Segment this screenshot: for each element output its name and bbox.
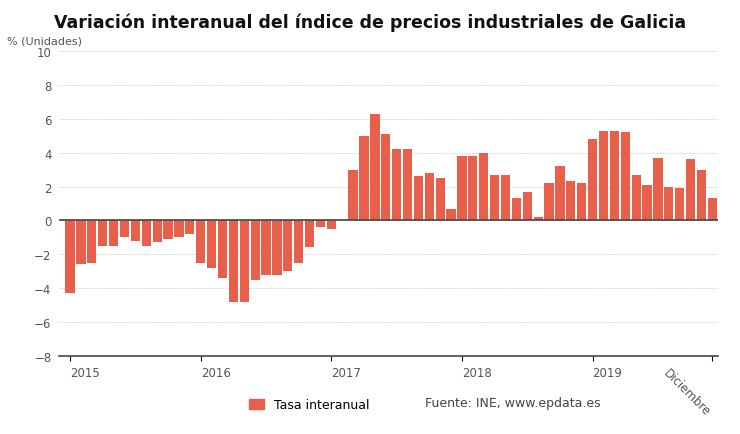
Bar bbox=[686, 160, 695, 221]
Bar bbox=[479, 153, 488, 221]
Bar bbox=[98, 221, 107, 246]
Bar bbox=[175, 221, 184, 238]
Bar bbox=[555, 167, 565, 221]
Bar bbox=[229, 221, 238, 302]
Bar bbox=[599, 132, 608, 221]
Bar bbox=[283, 221, 292, 272]
Bar bbox=[697, 170, 706, 221]
Bar bbox=[65, 221, 75, 293]
Bar bbox=[621, 133, 630, 221]
Text: Fuente: INE, www.epdata.es: Fuente: INE, www.epdata.es bbox=[425, 396, 601, 409]
Bar bbox=[261, 221, 271, 275]
Bar bbox=[294, 221, 303, 263]
Bar bbox=[272, 221, 281, 275]
Bar bbox=[588, 140, 597, 221]
Bar bbox=[131, 221, 140, 241]
Bar bbox=[251, 221, 260, 280]
Bar bbox=[381, 135, 391, 221]
Bar bbox=[675, 189, 684, 221]
Bar bbox=[240, 221, 249, 302]
Legend: Tasa interanual: Tasa interanual bbox=[244, 394, 374, 417]
Bar bbox=[436, 179, 445, 221]
Bar bbox=[349, 170, 357, 221]
Bar bbox=[457, 157, 467, 221]
Bar bbox=[501, 175, 510, 221]
Bar bbox=[218, 221, 227, 278]
Bar bbox=[425, 174, 434, 221]
Bar bbox=[522, 192, 532, 221]
Bar bbox=[152, 221, 162, 243]
Bar bbox=[446, 209, 456, 221]
Bar bbox=[545, 184, 554, 221]
Bar bbox=[642, 185, 652, 221]
Bar bbox=[707, 199, 717, 221]
Bar bbox=[577, 184, 586, 221]
Bar bbox=[185, 221, 195, 234]
Text: Variación interanual del índice de precios industriales de Galicia: Variación interanual del índice de preci… bbox=[54, 13, 686, 32]
Bar bbox=[327, 221, 336, 229]
Bar bbox=[414, 177, 423, 221]
Bar bbox=[490, 175, 500, 221]
Bar bbox=[392, 150, 401, 221]
Bar bbox=[360, 136, 369, 221]
Bar bbox=[566, 182, 576, 221]
Bar bbox=[87, 221, 96, 263]
Bar bbox=[109, 221, 118, 246]
Bar bbox=[370, 115, 380, 221]
Bar bbox=[316, 221, 325, 227]
Bar bbox=[305, 221, 314, 248]
Bar bbox=[141, 221, 151, 246]
Bar bbox=[207, 221, 216, 268]
Bar bbox=[631, 175, 641, 221]
Bar bbox=[665, 187, 673, 221]
Bar bbox=[120, 221, 130, 238]
Bar bbox=[653, 158, 662, 221]
Bar bbox=[468, 157, 477, 221]
Text: % (Unidades): % (Unidades) bbox=[7, 36, 81, 46]
Bar bbox=[610, 132, 619, 221]
Bar bbox=[512, 199, 521, 221]
Bar bbox=[534, 217, 543, 221]
Bar bbox=[76, 221, 86, 265]
Bar bbox=[403, 150, 412, 221]
Bar bbox=[196, 221, 205, 263]
Bar bbox=[164, 221, 172, 240]
